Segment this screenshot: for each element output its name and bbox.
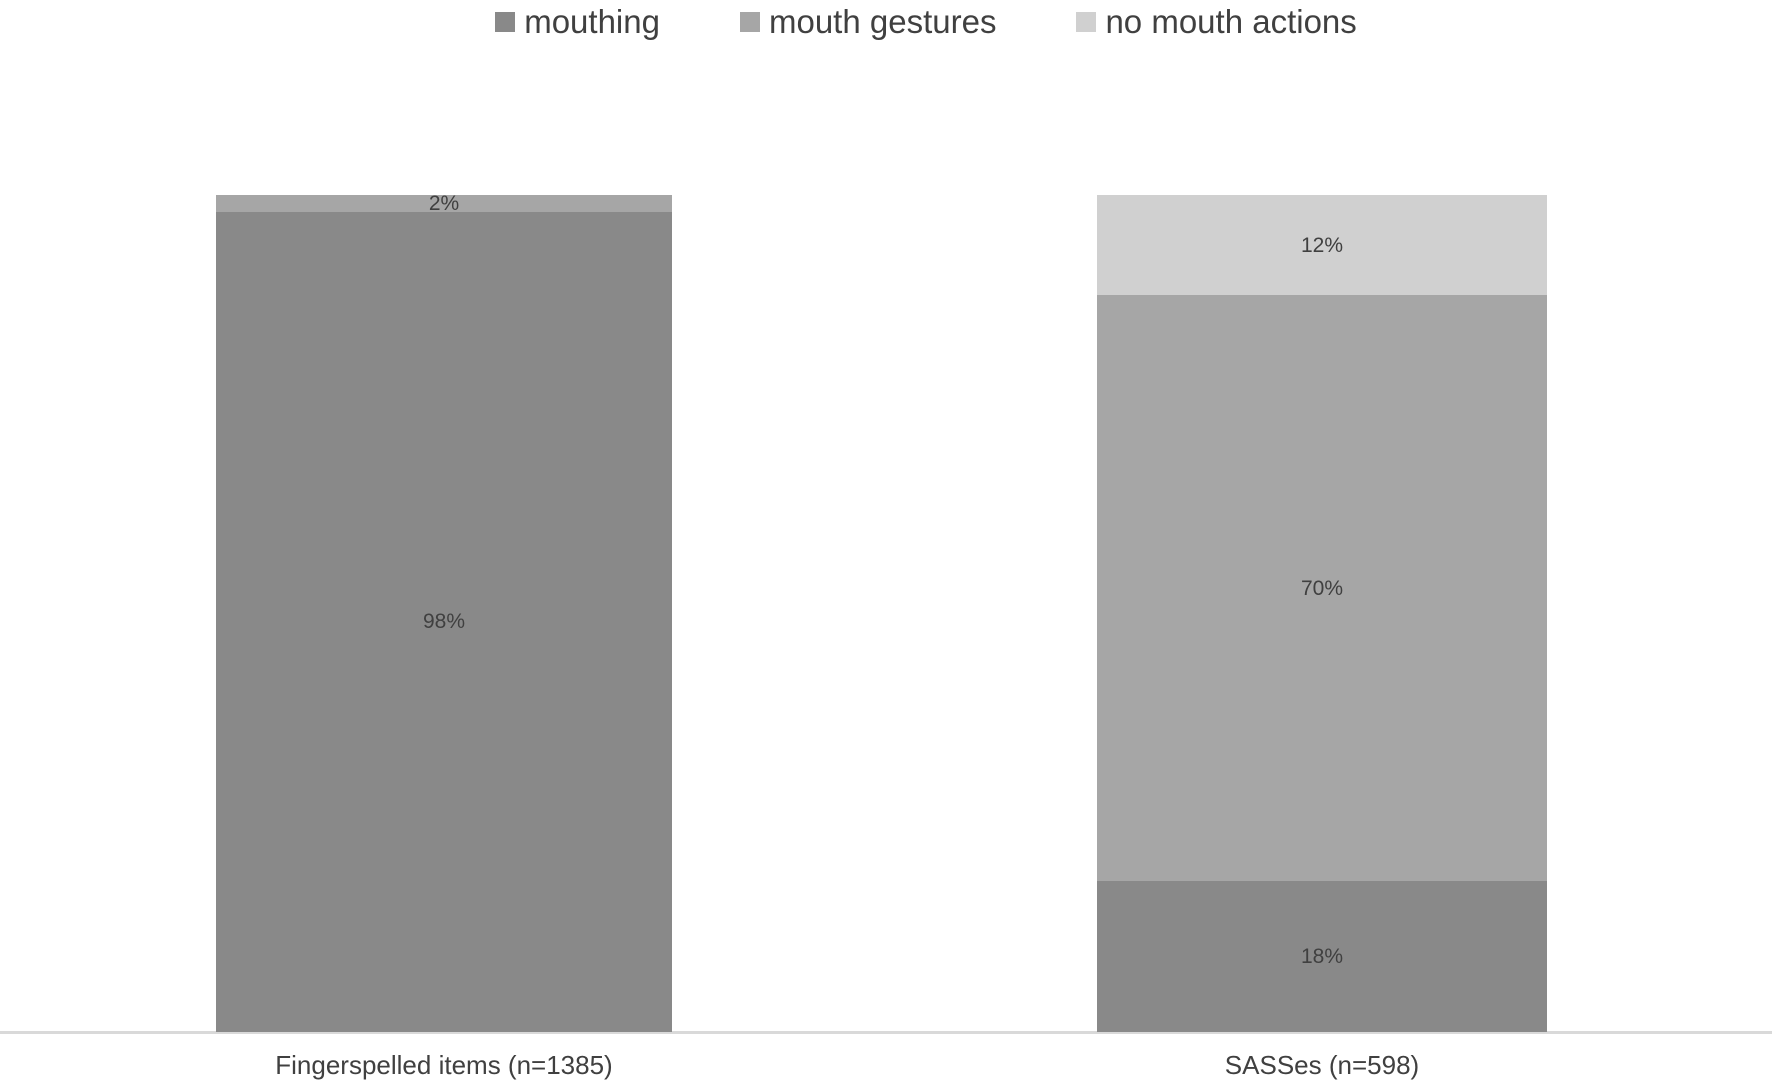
legend-label: mouth gestures [768, 3, 997, 40]
plot-area: 98% 2% 18% 70% 12% [0, 191, 1772, 1034]
legend-swatch-icon [495, 11, 516, 32]
bar-segment: 98% [216, 211, 672, 1032]
legend-swatch-icon [1076, 11, 1097, 32]
bar-segment: 70% [1097, 295, 1547, 882]
bar-segment: 12% [1097, 195, 1547, 296]
segment-value-label: 2% [428, 191, 460, 215]
category-label: Fingerspelled items (n=1385) [275, 1050, 613, 1080]
segment-value-label: 70% [1300, 576, 1344, 600]
chart-legend: mouthing mouth gestures no mouth actions [0, 2, 1772, 42]
legend-item-mouthing: mouthing [495, 2, 660, 42]
legend-item-no-mouth-actions: no mouth actions [1076, 2, 1357, 42]
stacked-bar: 98% 2% [216, 191, 672, 1032]
category-labels: Fingerspelled items (n=1385) SASSes (n=59… [0, 1050, 1772, 1087]
bar-segment: 2% [216, 191, 672, 215]
legend-label: no mouth actions [1105, 3, 1357, 40]
x-axis-line [0, 1031, 1772, 1034]
bar-segment: 18% [1097, 881, 1547, 1032]
stacked-bar: 18% 70% 12% [1097, 195, 1547, 1032]
segment-value-label: 12% [1300, 233, 1344, 257]
segment-value-label: 18% [1300, 945, 1344, 969]
segment-value-label: 98% [422, 610, 466, 634]
category-label: SASSes (n=598) [1224, 1050, 1420, 1080]
legend-swatch-icon [739, 11, 760, 32]
legend-label: mouthing [524, 3, 660, 40]
legend-item-mouth-gestures: mouth gestures [739, 2, 997, 42]
